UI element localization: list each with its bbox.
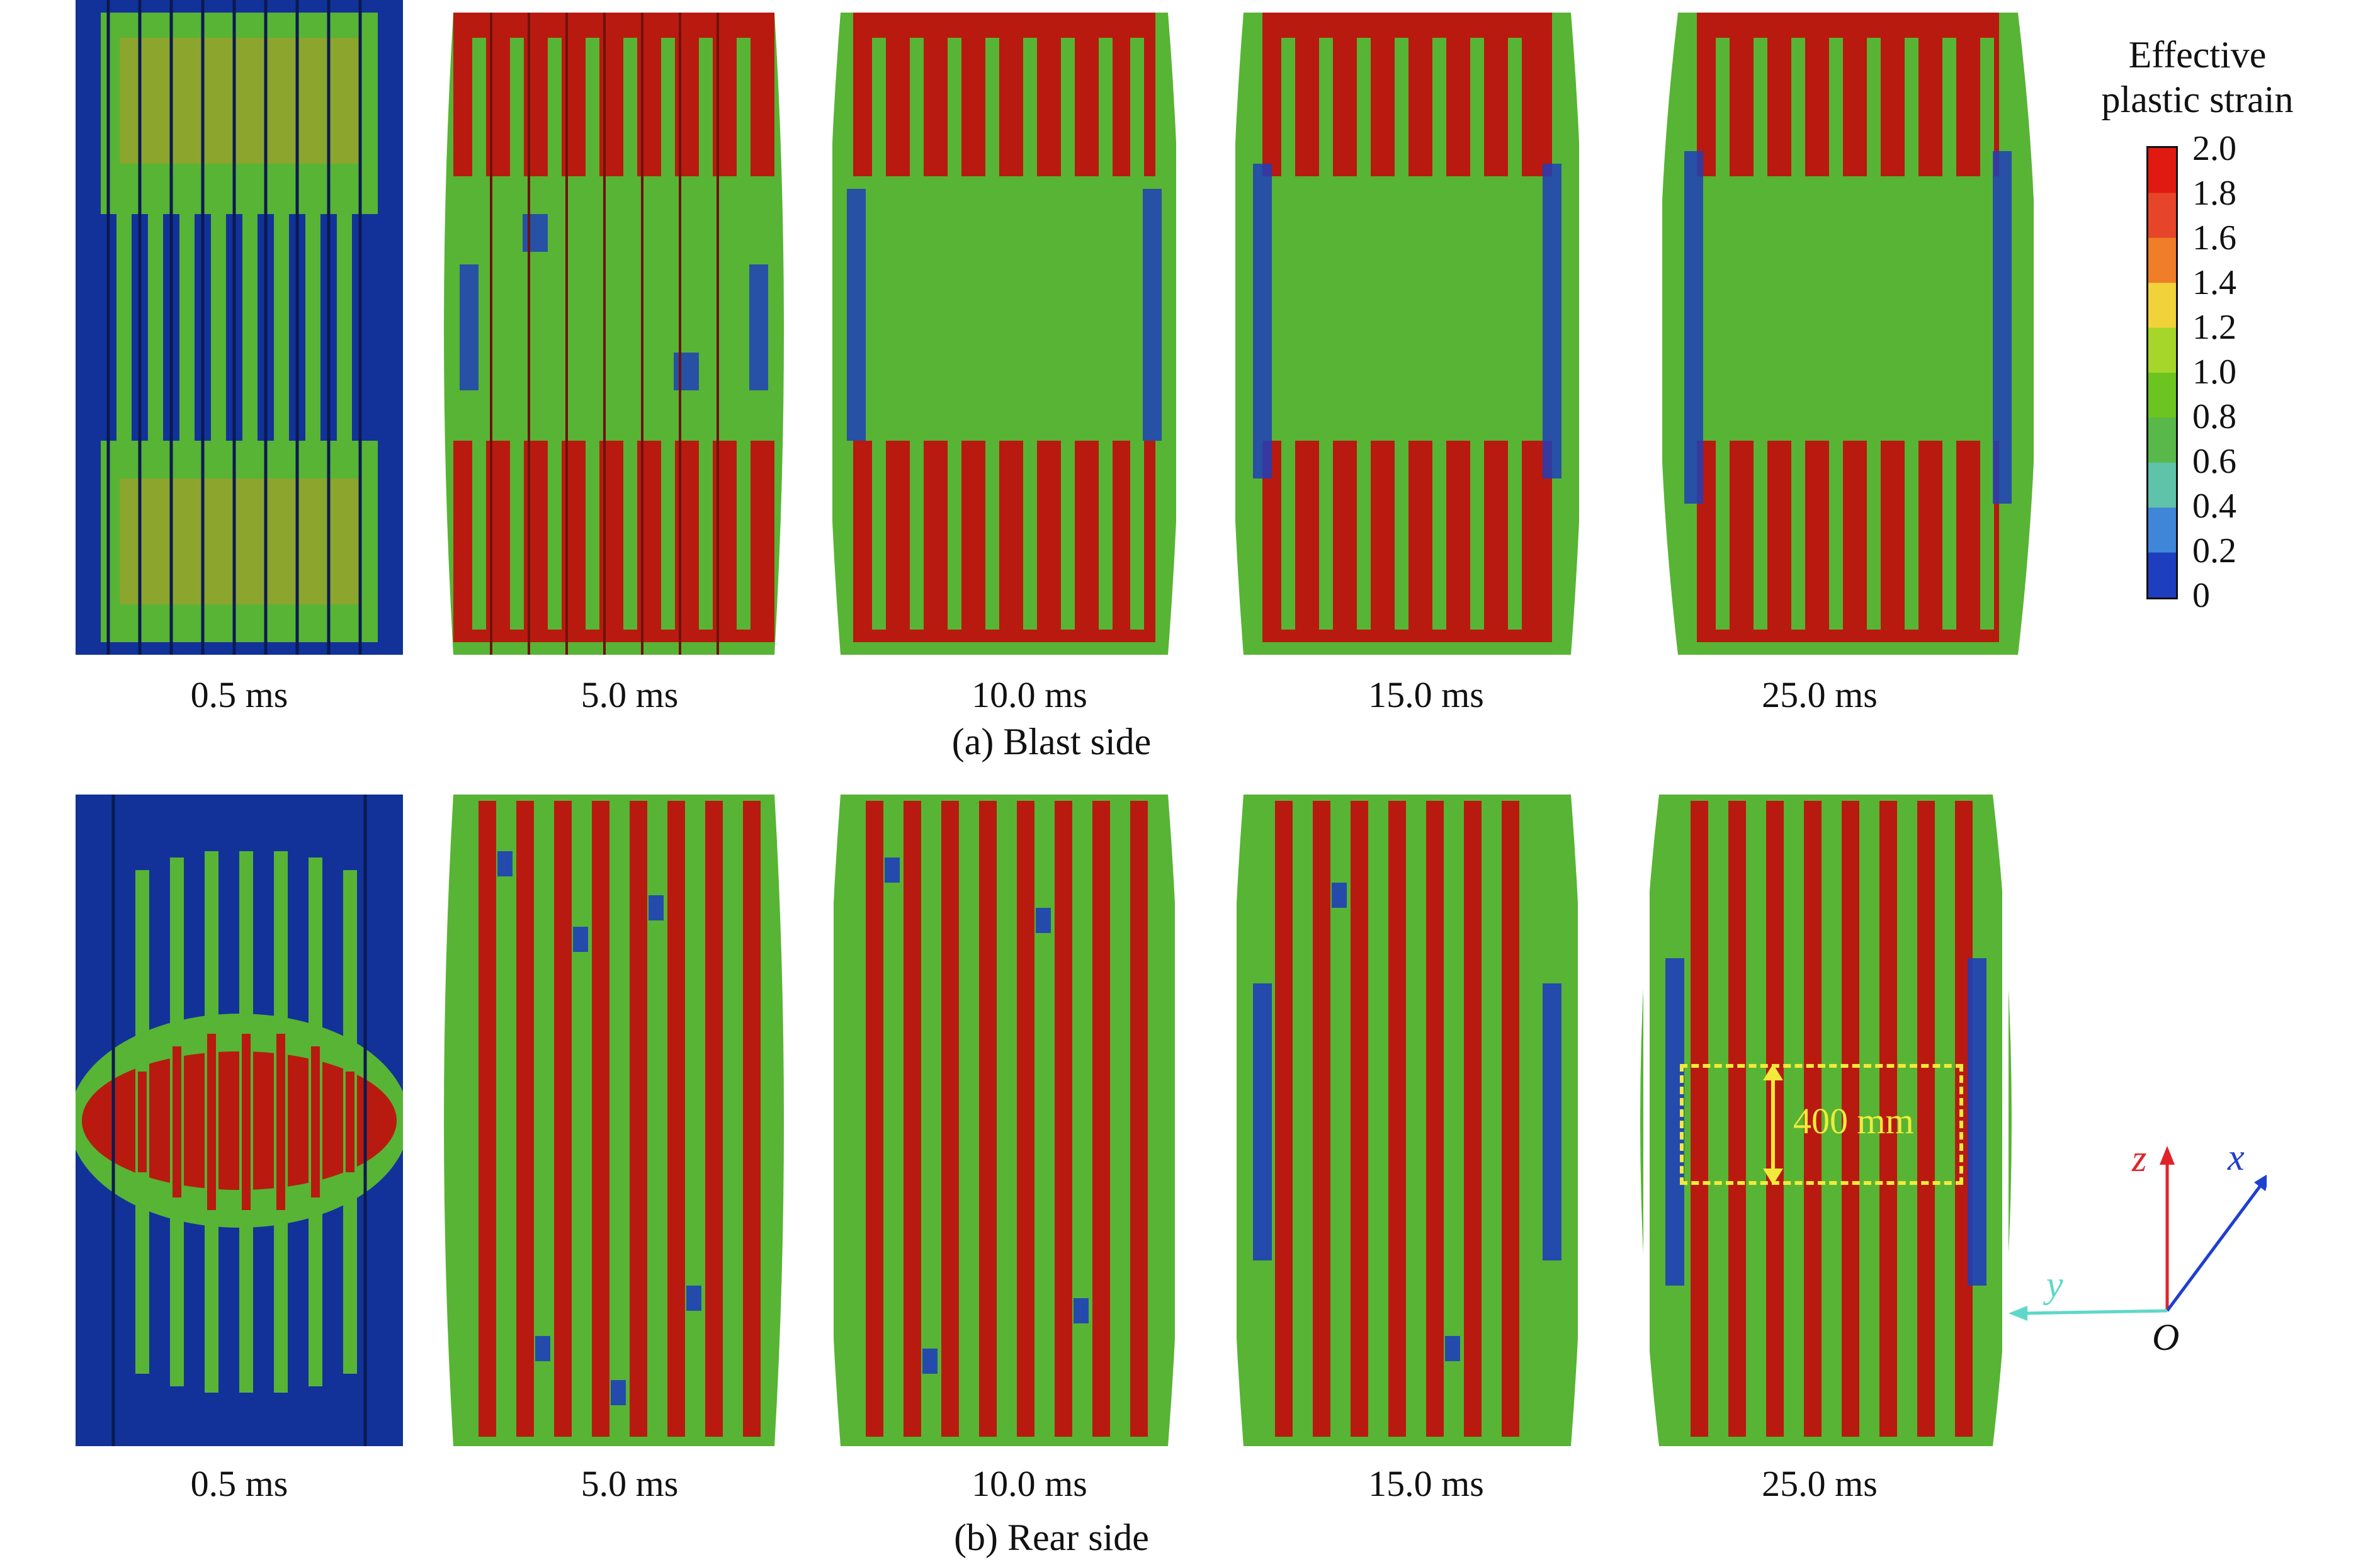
legend-title-line-2: plastic strain — [2101, 78, 2294, 120]
colorbar-swatch — [2148, 507, 2176, 553]
colorbar-tick-0-2: 0.2 — [2192, 531, 2236, 570]
colorbar-swatch — [2148, 193, 2176, 239]
time-label-b-3: 10.0 ms — [972, 1463, 1087, 1504]
strain-contour-blast-15ms — [1229, 13, 1585, 655]
colorbar-swatch — [2148, 148, 2176, 193]
strain-contour-rear-25ms — [1640, 795, 2012, 1446]
panel-rear-15ms — [1218, 795, 1596, 1449]
legend-title: Effective plastic strain — [2071, 33, 2323, 122]
dimension-label: 400 mm — [1793, 1101, 1914, 1141]
colorbar-swatch — [2148, 373, 2176, 418]
strain-contour-blast-0-5ms — [76, 0, 403, 655]
colorbar-tick-0-4: 0.4 — [2192, 487, 2236, 526]
time-label-a-1: 0.5 ms — [190, 674, 288, 715]
time-label-a-4: 15.0 ms — [1368, 674, 1484, 715]
strain-contour-blast-25ms — [1656, 13, 2040, 655]
colorbar-swatch — [2148, 462, 2176, 508]
colorbar-swatch — [2148, 283, 2176, 329]
panel-rear-25ms — [1621, 795, 2031, 1449]
time-label-a-5: 25.0 ms — [1762, 674, 1878, 715]
panel-blast-10ms — [815, 0, 1193, 658]
time-label-b-5: 25.0 ms — [1762, 1463, 1878, 1504]
axes-arrows — [2009, 1146, 2270, 1321]
strain-contour-rear-15ms — [1230, 795, 1584, 1446]
colorbar-tick-1-4: 1.4 — [2192, 263, 2236, 302]
colorbar-tick-1-6: 1.6 — [2192, 218, 2236, 258]
panel-rear-0-5ms — [76, 795, 403, 1446]
colorbar-swatch — [2148, 417, 2176, 463]
dimension-box — [1680, 1064, 1963, 1185]
colorbar-swatch — [2148, 327, 2176, 373]
panel-blast-0-5ms — [76, 0, 403, 655]
time-label-a-2: 5.0 ms — [581, 674, 679, 715]
caption-rear-side: (b) Rear side — [954, 1517, 1149, 1558]
colorbar-tick-0-6: 0.6 — [2192, 442, 2236, 481]
colorbar-tick-0-8: 0.8 — [2192, 397, 2236, 436]
colorbar — [2146, 146, 2178, 599]
panel-blast-5ms — [434, 0, 793, 658]
axis-label-x: x — [2228, 1136, 2245, 1178]
colorbar-swatches — [2148, 148, 2176, 597]
panel-blast-25ms — [1640, 0, 2056, 658]
colorbar-tick-1-2: 1.2 — [2192, 308, 2236, 347]
colorbar-tick-0: 0 — [2192, 576, 2210, 615]
strain-contour-blast-10ms — [826, 13, 1182, 655]
time-label-b-1: 0.5 ms — [190, 1463, 288, 1504]
caption-blast-side: (a) Blast side — [951, 721, 1152, 762]
colorbar-tick-2-0: 2.0 — [2192, 129, 2236, 168]
strain-contour-rear-10ms — [827, 795, 1181, 1446]
strain-contour-blast-5ms — [444, 13, 784, 655]
time-label-a-3: 10.0 ms — [972, 674, 1087, 715]
axis-label-origin: O — [2152, 1316, 2180, 1358]
colorbar-tick-1-0: 1.0 — [2192, 353, 2236, 392]
time-label-b-4: 15.0 ms — [1368, 1463, 1484, 1504]
dimension-arrow — [1763, 1064, 1783, 1185]
axis-label-y: y — [2046, 1264, 2063, 1305]
panel-rear-5ms — [434, 795, 793, 1449]
colorbar-swatch — [2148, 237, 2176, 283]
legend-title-line-1: Effective — [2128, 34, 2267, 76]
time-label-b-2: 5.0 ms — [581, 1463, 679, 1504]
axis-label-z: z — [2132, 1138, 2147, 1179]
colorbar-tick-1-8: 1.8 — [2192, 174, 2236, 213]
strain-contour-rear-5ms — [444, 795, 784, 1446]
panel-blast-15ms — [1218, 0, 1596, 658]
strain-contour-rear-0-5ms — [76, 795, 403, 1446]
coordinate-axes: z x y O — [2002, 1136, 2270, 1366]
colorbar-swatch — [2148, 552, 2176, 597]
panel-rear-10ms — [815, 795, 1193, 1449]
